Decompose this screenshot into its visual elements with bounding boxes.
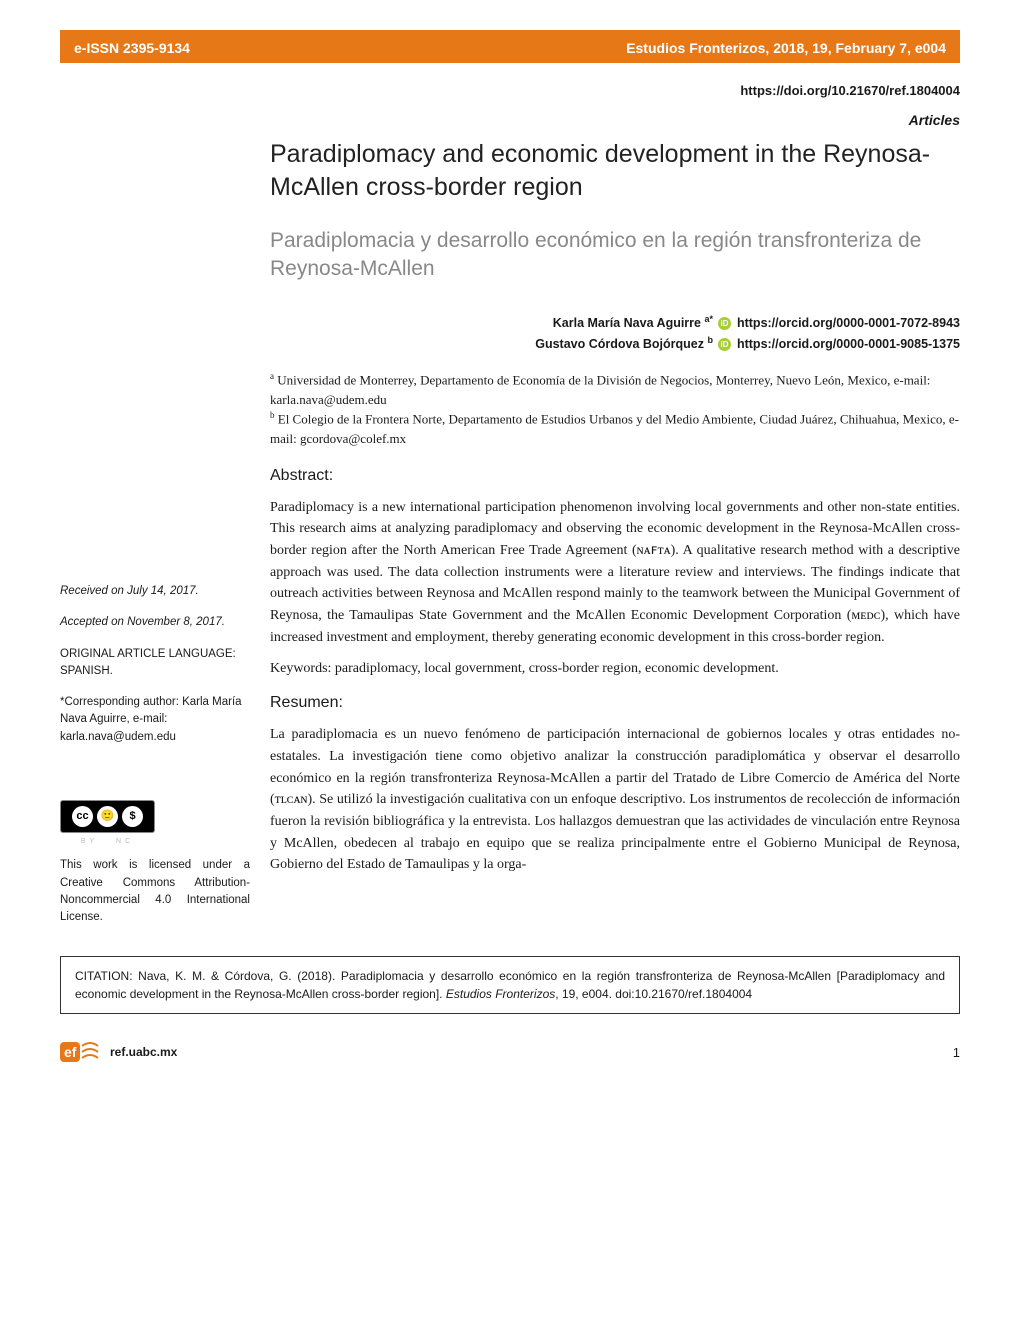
abstract-heading: Abstract: <box>270 467 960 485</box>
main-columns: Received on July 14, 2017. Accepted on N… <box>60 138 960 940</box>
received-date: Received on July 14, 2017. <box>60 583 250 600</box>
svg-text:ef: ef <box>64 1044 77 1060</box>
affiliation-a: a Universidad de Monterrey, Departamento… <box>270 370 960 409</box>
accepted-date: Accepted on November 8, 2017. <box>60 614 250 631</box>
citation-box: CITATION: Nava, K. M. & Córdova, G. (201… <box>60 956 960 1014</box>
title-english: Paradiplomacy and economic development i… <box>270 138 960 203</box>
affiliation-b: b El Colegio de la Frontera Norte, Depar… <box>270 409 960 448</box>
cc-sublabels: BY NC <box>60 837 155 848</box>
article-content: Paradiplomacy and economic development i… <box>270 138 960 940</box>
page-number: 1 <box>953 1045 960 1060</box>
author-line-2: Gustavo Córdova Bojórquez b https://orci… <box>270 333 960 354</box>
original-language: ORIGINAL ARTICLE LANGUAGE: SPANISH. <box>60 646 250 681</box>
resumen-heading: Resumen: <box>270 694 960 712</box>
cc-icon: cc <box>72 806 93 827</box>
issn-text: e-ISSN 2395-9134 <box>74 40 626 56</box>
journal-logo-icon: ef <box>60 1036 102 1068</box>
resumen-body: La paradiplomacia es un nuevo fenómeno d… <box>270 724 960 876</box>
affiliations: a Universidad de Monterrey, Departamento… <box>270 370 960 449</box>
keywords: Keywords: paradiplomacy, local governmen… <box>270 658 960 680</box>
orcid-icon[interactable] <box>718 338 731 351</box>
title-spanish: Paradiplomacia y desarrollo económico en… <box>270 227 960 284</box>
author-block: Karla María Nava Aguirre a* https://orci… <box>270 312 960 354</box>
by-icon: 🙂 <box>97 806 118 827</box>
doi-link[interactable]: https://doi.org/10.21670/ref.1804004 <box>60 83 960 98</box>
journal-reference: Estudios Fronterizos, 2018, 19, February… <box>626 40 946 56</box>
citation-text: CITATION: Nava, K. M. & Córdova, G. (201… <box>75 969 945 1001</box>
footer-site[interactable]: ref.uabc.mx <box>110 1045 177 1059</box>
section-label: Articles <box>60 112 960 128</box>
orcid-icon[interactable] <box>718 317 731 330</box>
page-footer: ef ref.uabc.mx 1 <box>60 1036 960 1068</box>
author-line-1: Karla María Nava Aguirre a* https://orci… <box>270 312 960 333</box>
abstract-body: Paradiplomacy is a new international par… <box>270 497 960 649</box>
license-text: This work is licensed under a Creative C… <box>60 857 250 926</box>
corresponding-author: *Corresponding author: Karla María Nava … <box>60 694 250 746</box>
cc-license-badge[interactable]: cc 🙂 $ <box>60 800 155 833</box>
nc-icon: $ <box>122 806 143 827</box>
sidebar-metadata: Received on July 14, 2017. Accepted on N… <box>60 138 250 940</box>
journal-header-bar: e-ISSN 2395-9134 Estudios Fronterizos, 2… <box>60 30 960 63</box>
